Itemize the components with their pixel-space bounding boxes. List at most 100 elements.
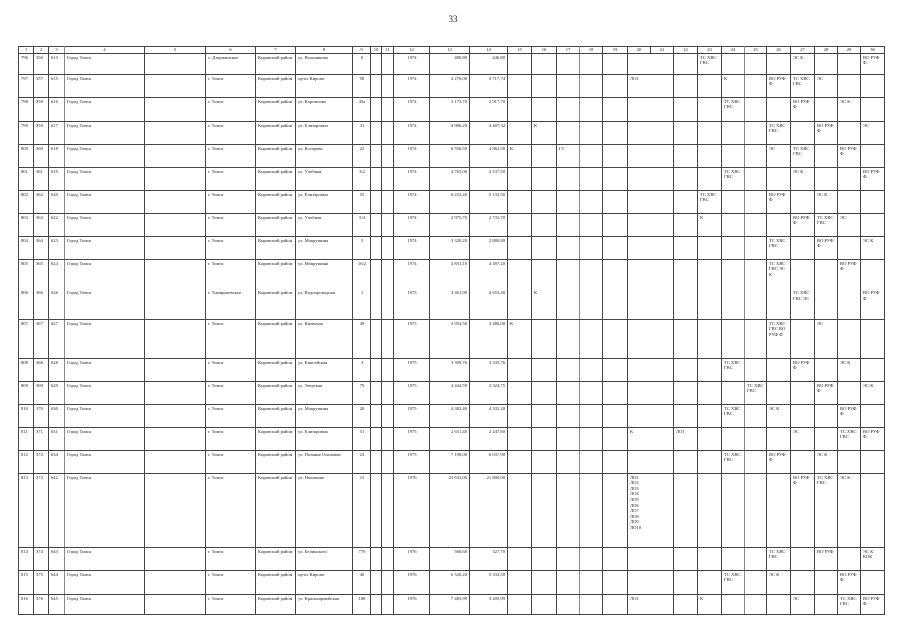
cell-col-10 xyxy=(370,120,382,145)
cell-col-28 xyxy=(814,96,838,122)
cell-col-16 xyxy=(531,357,557,382)
cell-col-11 xyxy=(381,449,394,474)
table-row: 812 372 634 Город Томск г. Томск Кировский ра… xyxy=(18,449,885,474)
cell-col-20 xyxy=(627,120,674,145)
cell-col-8: ул. Мокрушина xyxy=(295,403,353,428)
cell-col-17 xyxy=(556,120,580,145)
cell-col-16 xyxy=(531,96,557,122)
cell-col-5 xyxy=(144,449,206,474)
cell-col-6: г. Томск xyxy=(205,403,256,428)
cell-col-19 xyxy=(602,52,628,75)
cell-col-12: 1975 xyxy=(393,357,430,382)
cell-col-12: 1974 xyxy=(393,189,430,214)
cell-col-17 xyxy=(556,189,580,214)
cell-col-1: 816 xyxy=(18,593,34,615)
cell-col-16 xyxy=(531,52,557,75)
cell-col-25 xyxy=(744,472,767,548)
cell-col-5 xyxy=(144,546,206,571)
cell-col-30 xyxy=(860,472,885,548)
table-row: 810 370 630 Город Томск г. Томск Кировский ра… xyxy=(18,403,885,428)
cell-col-22 xyxy=(673,449,698,474)
cell-col-2: 375 xyxy=(33,569,49,595)
column-header: 20 xyxy=(627,46,651,54)
cell-col-30: ВО РУФ Ф xyxy=(860,593,885,615)
cell-col-20: К xyxy=(627,426,674,451)
cell-col-4: Город Томск xyxy=(64,449,145,474)
cell-col-20: ЛО1 ЛО2 ЛО3 ЛО4 ЛО5 ЛО6 ЛО7 ЛО8 ЛО9 ЛО10 xyxy=(627,472,674,548)
cell-col-14: 2 653,40 xyxy=(469,289,508,320)
cell-col-2: 367 xyxy=(33,318,49,359)
cell-col-22 xyxy=(673,166,698,191)
cell-col-25 xyxy=(744,569,767,595)
cell-col-26 xyxy=(766,96,791,122)
cell-col-16 xyxy=(531,472,557,548)
cell-col-20 xyxy=(627,546,674,571)
cell-col-30 xyxy=(860,357,885,382)
cell-col-8: ул. Косарева xyxy=(295,143,353,168)
cell-col-14: 2 917,70 xyxy=(469,96,508,122)
cell-col-15 xyxy=(507,73,532,98)
cell-col-10 xyxy=(370,258,382,290)
table-row: 799 359 617 Город Томск г. Томск Кировский ра… xyxy=(18,120,885,145)
cell-col-17 xyxy=(556,357,580,382)
cell-col-20 xyxy=(627,235,674,260)
cell-col-10 xyxy=(370,380,382,405)
cell-col-6: г. Томск xyxy=(205,472,256,548)
cell-col-27: ЭС xyxy=(790,426,815,451)
cell-col-16 xyxy=(531,212,557,237)
cell-col-1: 815 xyxy=(18,569,34,595)
cell-col-12: 1974 xyxy=(393,52,430,75)
cell-col-2: 365 xyxy=(33,258,49,290)
cell-col-14: 2 880,80 xyxy=(469,235,508,260)
cell-col-9: 49 xyxy=(352,318,371,359)
cell-col-26 xyxy=(766,357,791,382)
cell-col-25 xyxy=(744,52,767,75)
cell-col-2: 376 xyxy=(33,593,49,615)
cell-col-27 xyxy=(790,546,815,571)
cell-col-11 xyxy=(381,318,394,359)
column-header: 7 xyxy=(255,46,296,54)
cell-col-9: 55 xyxy=(352,189,371,214)
cell-col-5 xyxy=(144,426,206,451)
cell-col-7: Кировский район xyxy=(255,143,296,168)
cell-col-19 xyxy=(602,546,628,571)
cell-col-23 xyxy=(697,318,722,359)
cell-col-24 xyxy=(721,235,745,260)
cell-col-17 xyxy=(556,318,580,359)
cell-col-29 xyxy=(837,120,861,145)
cell-col-22 xyxy=(673,120,698,145)
cell-col-9: 58 xyxy=(352,73,371,98)
cell-col-11 xyxy=(381,380,394,405)
cell-col-19 xyxy=(602,189,628,214)
cell-col-29 xyxy=(837,189,861,214)
cell-col-23 xyxy=(697,426,722,451)
cell-col-18 xyxy=(579,166,603,191)
cell-col-14: 3 335,76 xyxy=(469,357,508,382)
cell-col-5 xyxy=(144,166,206,191)
column-header: 16 xyxy=(531,46,557,54)
table-row: 811 371 631 Город Томск г. Томск Кировский ра… xyxy=(18,426,885,451)
cell-col-2: 361 xyxy=(33,166,49,191)
cell-col-2: 366 xyxy=(33,289,49,320)
cell-col-1: 802 xyxy=(18,189,34,214)
cell-col-18 xyxy=(579,380,603,405)
cell-col-13: 7 198,00 xyxy=(429,449,470,474)
cell-col-4: Город Томск xyxy=(64,52,145,75)
cell-col-12: 1975 xyxy=(393,403,430,428)
cell-col-18 xyxy=(579,318,603,359)
cell-col-13: 4 986,20 xyxy=(429,120,470,145)
cell-col-6: г. Томск xyxy=(205,569,256,595)
cell-col-25 xyxy=(744,166,767,191)
cell-col-16 xyxy=(531,546,557,571)
cell-col-28 xyxy=(814,426,838,451)
cell-col-19 xyxy=(602,120,628,145)
cell-col-18 xyxy=(579,289,603,320)
cell-col-20 xyxy=(627,289,674,320)
cell-col-25 xyxy=(744,546,767,571)
cell-col-11 xyxy=(381,289,394,320)
cell-col-25 xyxy=(744,235,767,260)
cell-col-15: К xyxy=(507,318,532,359)
cell-col-23: К xyxy=(697,212,722,237)
cell-col-23 xyxy=(697,546,722,571)
cell-col-26 xyxy=(766,289,791,320)
